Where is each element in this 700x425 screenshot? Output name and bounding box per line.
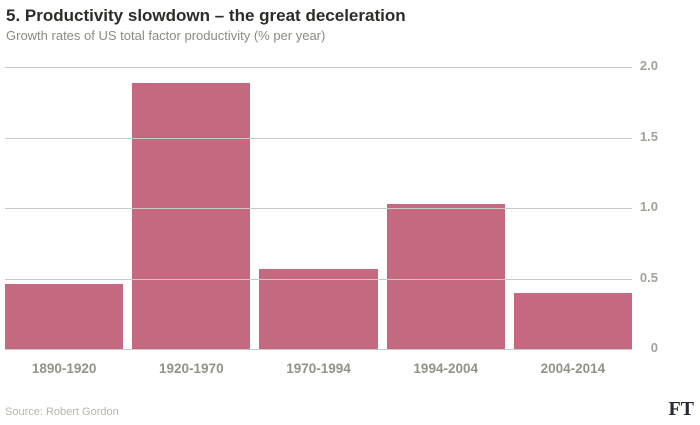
bar — [5, 284, 124, 349]
x-axis-label: 1920-1970 — [159, 361, 224, 376]
bar — [259, 268, 378, 349]
gridline — [5, 349, 632, 350]
y-axis: 2.0 1.5 1.0 0.5 0 — [634, 58, 660, 355]
bar-series — [5, 67, 633, 349]
x-axis-label: 1994-2004 — [413, 361, 478, 376]
y-tick-label: 0.5 — [639, 269, 658, 285]
x-axis-label: 1970-1994 — [286, 361, 351, 376]
y-tick-label: 2.0 — [639, 58, 658, 73]
ft-logo: FT — [668, 398, 694, 420]
page-title: 5. Productivity slowdown – the great dec… — [6, 6, 406, 25]
bar — [132, 82, 251, 349]
y-tick-label: 1.5 — [639, 128, 658, 144]
source-label: Source: Robert Gordon — [5, 406, 119, 418]
bar — [513, 292, 633, 349]
y-tick-label: 1.0 — [639, 199, 658, 214]
chart-subtitle: Growth rates of US total factor producti… — [6, 28, 326, 43]
bar — [386, 203, 505, 349]
x-axis-label: 1890-1920 — [31, 361, 97, 376]
y-tick-label: 0 — [650, 340, 658, 355]
bar-chart — [5, 67, 633, 350]
x-axis: 1890-1920 1920-1970 1970-1994 1994-2004 2004… — [5, 361, 632, 376]
x-axis-label: 2004-2014 — [540, 361, 606, 376]
